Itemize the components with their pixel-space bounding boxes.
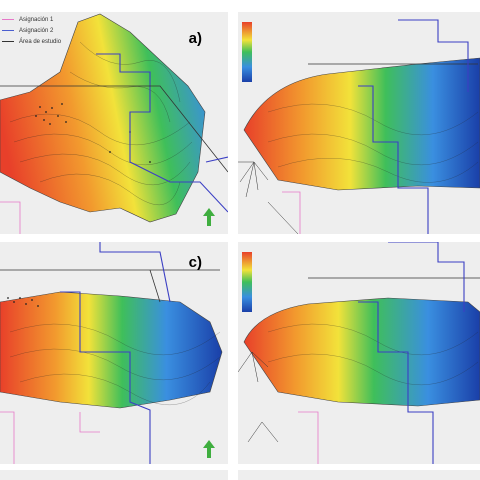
contour-lines-b bbox=[267, 103, 479, 183]
well-paths-b bbox=[238, 161, 299, 234]
map-panel-a: Asignación 1 Asignación 2 Área de estudi… bbox=[0, 12, 228, 234]
legend-label: Área de estudio bbox=[19, 38, 62, 45]
map-d-graphic bbox=[238, 242, 480, 464]
well-paths-d bbox=[238, 351, 279, 443]
legend-item-asignacion-1: Asignación 1 bbox=[2, 14, 61, 25]
map-panel-f-cropped bbox=[238, 470, 480, 480]
map-a-graphic bbox=[0, 13, 228, 234]
legend-label: Asignación 2 bbox=[19, 27, 54, 34]
terrain-surface-b bbox=[243, 57, 480, 191]
map-panel-d bbox=[238, 242, 480, 464]
color-scale-bar bbox=[242, 22, 252, 82]
panel-label-a: a) bbox=[188, 30, 202, 47]
north-arrow-icon bbox=[203, 208, 215, 226]
assignment-2-boundary-b bbox=[358, 85, 429, 234]
assignment-2-boundary-d bbox=[358, 301, 434, 464]
map-legend: Asignación 1 Asignación 2 Área de estudi… bbox=[2, 14, 61, 47]
color-scale-bar bbox=[242, 252, 252, 312]
legend-item-area-de-estudio: Área de estudio bbox=[2, 36, 61, 47]
map-panel-b bbox=[238, 12, 480, 234]
assignment-2-boundary-a bbox=[96, 53, 228, 213]
legend-label: Asignación 1 bbox=[19, 16, 54, 23]
map-panel-c: c) bbox=[0, 242, 228, 464]
map-panel-e-cropped bbox=[0, 470, 228, 480]
legend-swatch bbox=[2, 19, 14, 20]
map-c-graphic bbox=[0, 242, 223, 464]
assignment-2-boundary-c bbox=[60, 291, 151, 464]
terrain-surface-d bbox=[243, 297, 480, 407]
well-points-a bbox=[35, 103, 151, 163]
terrain-surface-a bbox=[0, 13, 206, 223]
legend-item-asignacion-2: Asignación 2 bbox=[2, 25, 61, 36]
map-b-graphic bbox=[238, 19, 480, 234]
panel-label-c: c) bbox=[188, 254, 202, 271]
well-points-c bbox=[7, 297, 39, 307]
study-area-boundary-a bbox=[0, 85, 228, 173]
study-area-boundary-c bbox=[0, 269, 220, 303]
north-arrow-icon bbox=[203, 440, 215, 458]
legend-swatch bbox=[2, 30, 14, 31]
legend-swatch bbox=[2, 41, 14, 42]
assignment-1-boundary-a bbox=[0, 201, 21, 234]
terrain-surface-c bbox=[0, 291, 223, 409]
